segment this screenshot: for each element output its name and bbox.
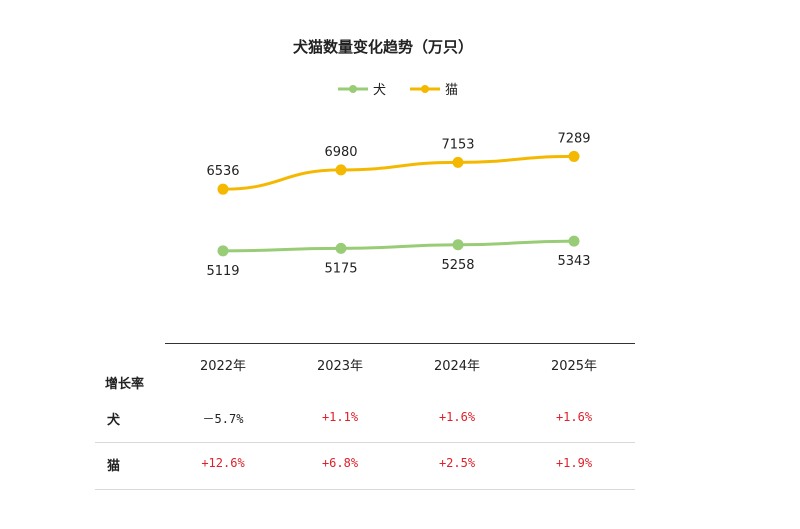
col-2023: 2023年 [316, 359, 364, 374]
legend-entry: 犬 [373, 83, 386, 98]
legend-swatch-marker [421, 85, 429, 93]
data-label: 7153 [441, 137, 474, 152]
data-point [568, 235, 580, 247]
data-label: 5175 [324, 261, 357, 276]
data-label: 5343 [557, 254, 590, 269]
cell: －5.7% [202, 412, 244, 426]
data-point [452, 156, 464, 168]
table-row-dog: 犬 －5.7% +1.1% +1.6% +1.6% [95, 401, 635, 443]
table-row-cat: 猫 +12.6% +6.8% +2.5% +1.9% [95, 447, 635, 490]
data-label: 7289 [557, 131, 590, 146]
data-label: 6980 [324, 145, 357, 160]
series-lines: 5119 5175 5258 5343 6536 6980 7153 7289 [206, 131, 590, 278]
row-divider [95, 442, 635, 443]
series-line [222, 154, 575, 191]
data-label: 6536 [206, 164, 239, 179]
data-point [217, 183, 229, 195]
cell: +2.5% [438, 456, 476, 470]
data-point [568, 150, 580, 162]
line-chart: 犬猫数量变化趋势（万只） 犬猫 5119 5175 5258 534365366980… [206, 38, 590, 279]
row-header-label: 增长率 [105, 377, 145, 392]
row-label: 犬 [107, 413, 121, 428]
chart-title: 犬猫数量变化趋势（万只） [293, 38, 473, 56]
row-divider [95, 489, 635, 490]
row-label: 猫 [107, 459, 121, 474]
cell: +1.1% [321, 410, 359, 424]
cell: +1.9% [555, 456, 593, 470]
cell: +1.6% [555, 410, 593, 424]
col-2022: 2022年 [199, 359, 247, 374]
legend-swatch-marker [349, 85, 357, 93]
col-2025: 2025年 [550, 359, 598, 374]
data-label: 5119 [206, 264, 239, 279]
data-point [335, 164, 347, 176]
col-2024: 2024年 [433, 359, 481, 374]
data-point [217, 245, 229, 257]
legend-entry: 猫 [445, 83, 458, 98]
data-point [335, 242, 347, 254]
series-line [222, 239, 575, 253]
cell: +6.8% [321, 456, 359, 470]
cell: +1.6% [438, 410, 476, 424]
cell: +12.6% [201, 456, 245, 470]
table-header: 2022年 2023年 2024年 2025年 [95, 343, 635, 383]
header-rule [165, 343, 635, 344]
data-point [452, 239, 464, 251]
data-label: 5258 [441, 258, 474, 273]
legend: 犬猫 [338, 83, 458, 98]
